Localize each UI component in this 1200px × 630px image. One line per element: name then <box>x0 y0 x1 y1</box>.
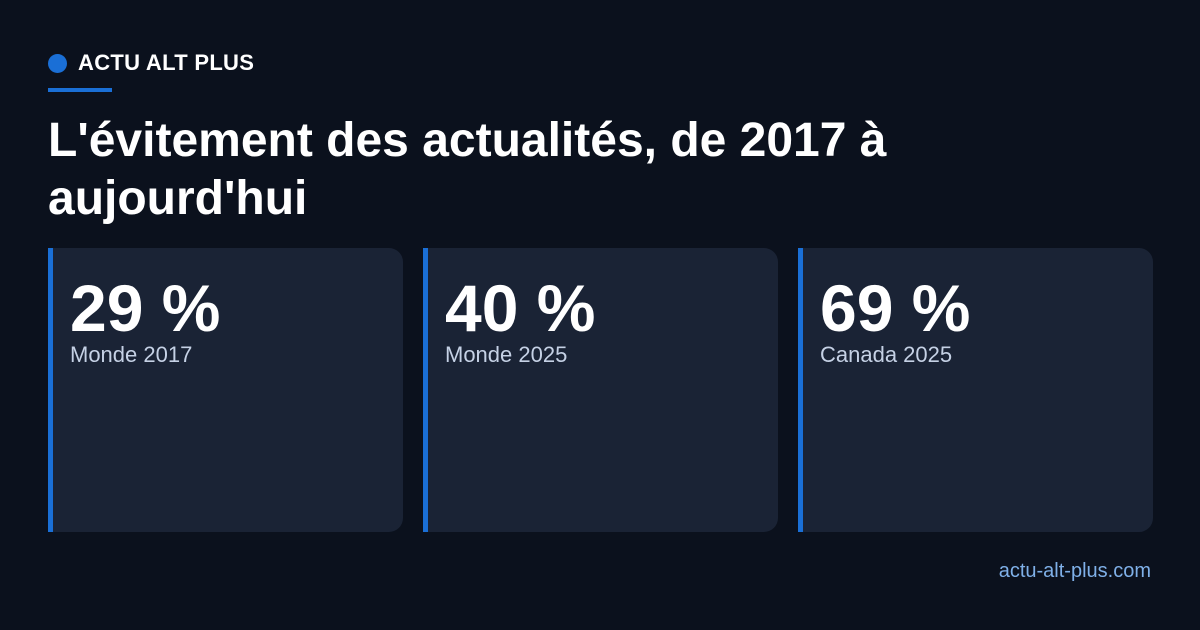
footer-link[interactable]: actu-alt-plus.com <box>998 560 1151 582</box>
stat-label: Monde 2025 <box>445 342 568 367</box>
brand-rule <box>48 88 112 92</box>
stat-value: 69 % <box>820 271 971 345</box>
brand-name: ACTU ALT PLUS <box>78 50 255 75</box>
brand: ACTU ALT PLUS <box>48 50 254 76</box>
stat-card: 69 % Canada 2025 <box>798 248 1153 532</box>
stat-value: 40 % <box>445 271 596 345</box>
stat-card: 40 % Monde 2025 <box>423 248 778 532</box>
cards: 29 % Monde 2017 40 % Monde 2025 69 % Canada 2… <box>48 248 1153 532</box>
title: L'évitement des actualités, de 2017 à au… <box>48 114 887 225</box>
brand-dot <box>48 53 67 73</box>
stat-label: Canada 2025 <box>820 342 953 367</box>
stat-value: 29 % <box>70 271 221 345</box>
stat-label: Monde 2017 <box>70 342 193 367</box>
stat-card: 29 % Monde 2017 <box>48 248 403 532</box>
